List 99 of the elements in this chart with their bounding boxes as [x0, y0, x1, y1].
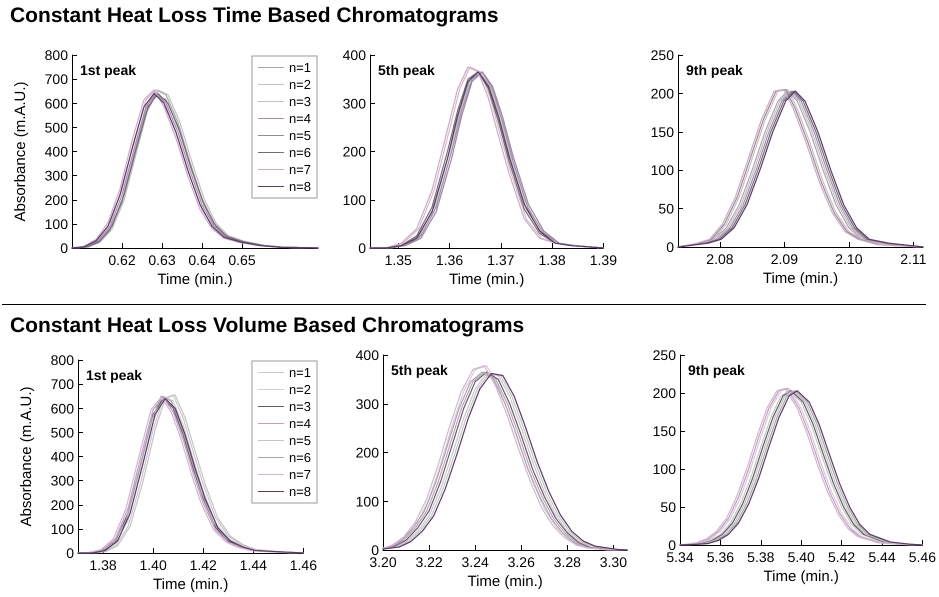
y-tick-label: 100 [44, 216, 68, 232]
y-tick-label: 700 [50, 376, 74, 392]
x-tick-label: 2.08 [706, 251, 734, 267]
y-tick-label: 100 [50, 520, 74, 537]
y-axis-title: Absorbance (m.A.U.) [12, 81, 29, 222]
x-tick-label: 5.42 [828, 549, 856, 565]
y-tick-label: 200 [44, 192, 68, 208]
y-tick-label: 100 [342, 192, 366, 208]
annotation: 1st peak [86, 367, 142, 383]
x-tick-label: 2.11 [900, 251, 927, 267]
legend-label: n=6 [288, 450, 312, 465]
x-tick-label: 1.42 [190, 557, 218, 573]
y-tick-label: 0 [60, 240, 68, 256]
y-tick-label: 200 [650, 85, 674, 102]
x-tick-label: 5.38 [747, 549, 775, 565]
y-tick-label: 300 [50, 472, 74, 489]
x-tick-label: 1.39 [590, 252, 618, 268]
y-tick-label: 400 [50, 448, 74, 464]
y-tick-label: 50 [660, 499, 676, 515]
y-tick-label: 300 [342, 95, 366, 112]
x-tick-label: 0.63 [148, 252, 176, 268]
legend-label: n=3 [288, 399, 312, 414]
x-tick-label: 1.38 [538, 252, 566, 268]
annotation: 5th peak [378, 62, 436, 78]
y-tick-label: 100 [652, 461, 676, 477]
x-tick-label: 3.24 [462, 554, 489, 570]
legend-label: n=8 [288, 179, 312, 194]
legend-label: n=4 [288, 416, 312, 431]
y-tick-label: 400 [356, 347, 380, 363]
x-tick-label: 3.26 [508, 554, 536, 570]
x-tick-label: 0.65 [228, 252, 256, 268]
legend-label: n=1 [288, 60, 312, 75]
y-tick-label: 300 [44, 168, 68, 184]
y-tick-label: 100 [650, 162, 674, 178]
legend-label: n=2 [288, 77, 312, 92]
y-tick-label: 250 [652, 347, 676, 363]
y-axis-title: Absorbance (m.A.U.) [18, 386, 35, 527]
y-tick-label: 800 [50, 352, 74, 368]
x-axis-title: Time (min.) [764, 568, 839, 585]
annotation: 9th peak [688, 362, 746, 378]
legend-label: n=5 [288, 128, 312, 143]
legend-label: n=7 [288, 467, 312, 482]
x-tick-label: 1.44 [240, 557, 268, 573]
annotation: 5th peak [391, 362, 448, 378]
x-tick-label: 5.44 [868, 549, 896, 565]
x-tick-label: 1.36 [436, 252, 464, 268]
y-tick-label: 250 [650, 47, 674, 63]
y-tick-label: 200 [342, 144, 366, 160]
x-axis-title: Time (min.) [449, 271, 524, 288]
legend-label: n=1 [288, 365, 312, 380]
x-tick-label: 1.40 [140, 557, 167, 573]
y-tick-label: 300 [356, 396, 380, 412]
y-tick-label: 600 [50, 400, 74, 416]
legend-label: n=3 [288, 94, 312, 109]
y-tick-label: 200 [652, 385, 676, 401]
y-tick-label: 0 [358, 240, 366, 256]
x-tick-label: 1.35 [384, 252, 412, 268]
x-tick-label: 0.64 [188, 252, 216, 268]
x-tick-label: 5.46 [908, 549, 936, 565]
y-tick-label: 150 [652, 423, 676, 439]
y-tick-label: 400 [44, 144, 68, 160]
y-tick-label: 400 [342, 47, 366, 63]
legend-label: n=4 [288, 111, 312, 126]
y-tick-label: 600 [44, 95, 68, 112]
x-tick-label: 1.38 [89, 557, 117, 573]
chart-title: Constant Heat Loss Volume Based Chromatograms [10, 314, 524, 338]
legend-label: n=8 [288, 484, 312, 499]
x-tick-label: 5.40 [788, 549, 816, 565]
y-tick-label: 700 [44, 71, 68, 88]
x-axis-title: Time (min.) [153, 576, 228, 593]
x-axis-title: Time (min.) [762, 270, 838, 287]
x-tick-label: 2.09 [770, 251, 798, 267]
x-axis-title: Time (min.) [467, 573, 543, 590]
x-tick-label: 3.22 [415, 554, 443, 570]
legend-label: n=5 [288, 433, 312, 448]
x-tick-label: 1.46 [290, 557, 318, 573]
y-tick-label: 50 [658, 200, 674, 217]
x-tick-label: 0.62 [108, 252, 136, 268]
y-tick-label: 800 [44, 47, 68, 63]
legend-label: n=6 [288, 145, 312, 160]
annotation: 9th peak [686, 62, 744, 78]
x-tick-label: 3.30 [600, 554, 628, 570]
y-tick-label: 500 [44, 119, 68, 136]
y-tick-label: 100 [356, 493, 380, 510]
x-tick-label: 3.28 [554, 554, 582, 570]
x-tick-label: 2.10 [835, 251, 863, 267]
legend-label: n=7 [288, 162, 312, 177]
x-tick-label: 5.36 [706, 549, 734, 565]
x-tick-label: 1.37 [487, 252, 515, 268]
x-axis-title: Time (min.) [157, 271, 233, 288]
legend-label: n=2 [288, 382, 312, 397]
y-tick-label: 200 [50, 496, 74, 513]
annotation: 1st peak [80, 62, 136, 78]
y-tick-label: 500 [50, 424, 74, 440]
y-tick-label: 200 [356, 444, 380, 460]
y-tick-label: 0 [666, 239, 674, 255]
chart-title: Constant Heat Loss Time Based Chromatograms [10, 4, 499, 28]
y-tick-label: 150 [650, 124, 674, 140]
y-tick-label: 0 [66, 545, 74, 561]
